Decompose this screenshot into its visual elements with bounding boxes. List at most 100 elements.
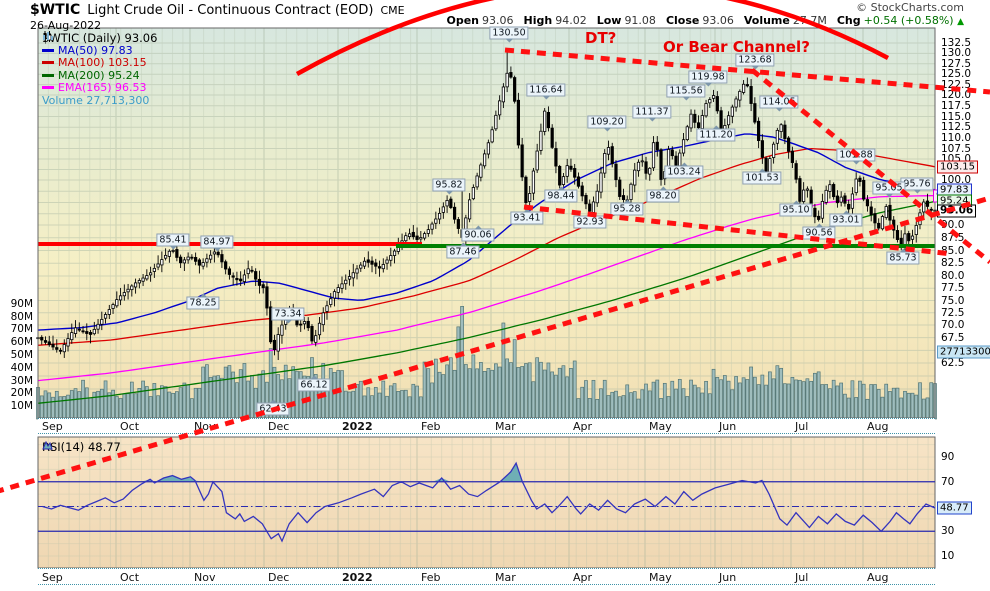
price-callout: 115.56 — [666, 84, 706, 101]
axis-value-box-ma100: 103.15 — [937, 160, 978, 174]
month-label: Jul — [795, 571, 809, 584]
month-label: Mar — [495, 571, 516, 584]
month-label: Jun — [719, 571, 737, 584]
price-callout: 92.93 — [573, 212, 607, 229]
month-label: Feb — [421, 571, 441, 584]
month-label: 2022 — [342, 420, 373, 433]
price-callout: 73.34 — [271, 307, 305, 324]
price-callout: 98.44 — [544, 186, 578, 203]
month-label: Dec — [268, 420, 290, 433]
quote-change: Chg +0.54 (+0.58%) ▲ — [836, 14, 964, 27]
month-label: Oct — [120, 420, 140, 433]
stockcharts-copyright-link[interactable]: © StockCharts.com — [856, 1, 964, 14]
month-label: Feb — [421, 420, 441, 433]
symbol: $WTIC — [30, 2, 81, 18]
price-callout: 111.37 — [632, 105, 672, 122]
legend-item: MA(50) 97.83 — [42, 44, 157, 57]
month-label: 2022 — [342, 571, 373, 584]
rsi-icon — [42, 440, 53, 450]
volume-axis-tick: 70M — [10, 323, 33, 336]
price-axis-tick: 62.5 — [941, 357, 965, 369]
price-axis-tick: 82.5 — [941, 257, 965, 270]
month-label: Sep — [42, 571, 63, 584]
price-axis-tick: 87.5 — [941, 231, 965, 244]
month-label: Nov — [194, 571, 216, 584]
quote-volume: Volume 27.7M — [743, 14, 827, 27]
month-axis-strip-bottom — [38, 568, 935, 585]
month-label: Mar — [495, 420, 516, 433]
rsi-axis-tick: 70 — [941, 475, 955, 488]
price-axis-tick: 80.0 — [941, 270, 965, 282]
ohlc-quote-row: Open 93.06 High 94.02 Low 91.08 Close 93.06 Volu… — [446, 14, 964, 27]
price-callout: 95.05 — [872, 181, 906, 198]
price-callout: 95.28 — [610, 199, 644, 216]
volume-axis-tick: 80M — [10, 310, 33, 323]
price-callout: 116.64 — [526, 83, 566, 100]
volume-icon — [43, 32, 53, 40]
price-callout: 101.53 — [742, 168, 782, 185]
axis-value-box-close: 93.06 — [937, 204, 977, 218]
annotation-dt-text: DT? — [585, 29, 617, 47]
rsi-axis-tick: 90 — [941, 451, 955, 463]
price-callout: 78.25 — [186, 293, 220, 310]
volume-axis-tick: 20M — [10, 387, 33, 400]
quote-low: Low 91.08 — [596, 14, 656, 27]
legend-item: EMA(165) 96.53 — [42, 81, 157, 94]
price-callout: 90.56 — [802, 223, 836, 240]
legend-item: MA(100) 103.15 — [42, 56, 157, 69]
price-callout: 95.82 — [432, 178, 466, 195]
price-callout: 114.05 — [759, 95, 799, 112]
price-axis-tick: 90.0 — [941, 219, 965, 231]
volume-axis-tick: 40M — [10, 361, 33, 374]
quote-high: High 94.02 — [523, 14, 587, 27]
price-callout: 85.41 — [156, 233, 190, 250]
exchange: CME — [380, 4, 405, 17]
month-label: Nov — [194, 420, 216, 433]
legend-main-label: $WTIC (Daily) 93.06 — [42, 30, 158, 45]
month-label: Apr — [573, 571, 593, 584]
volume-axis-tick: 90M — [10, 297, 33, 310]
instrument-title: Light Crude Oil - Continuous Contract (E… — [87, 3, 374, 18]
chart-date: 26-Aug-2022 — [30, 19, 102, 32]
price-callout: 85.73 — [886, 248, 920, 265]
price-axis-tick: 132.5 — [941, 37, 972, 49]
quote-close: Close 93.06 — [665, 14, 734, 27]
quote-open: Open 93.06 — [446, 14, 514, 27]
price-axis-tick: 67.5 — [941, 331, 965, 344]
rsi-legend-row: RSI(14) 48.77 — [42, 440, 121, 454]
month-label: Aug — [867, 571, 889, 584]
price-axis-tick: 75.0 — [941, 294, 965, 307]
price-axis-tick: 70.0 — [941, 319, 965, 331]
legend-item: MA(200) 95.24 — [42, 69, 157, 82]
price-callout: 119.98 — [688, 70, 728, 87]
month-label: Dec — [268, 571, 290, 584]
price-callout: 62.43 — [256, 399, 290, 416]
price-callout: 111.20 — [696, 125, 736, 142]
price-axis-tick: 72.5 — [941, 306, 965, 319]
price-callout: 109.20 — [587, 115, 627, 132]
month-label: May — [649, 571, 672, 584]
price-callout: 93.01 — [829, 210, 863, 227]
price-axis-tick: 77.5 — [941, 282, 965, 295]
month-label: Apr — [573, 420, 593, 433]
price-callout: 84.97 — [200, 235, 234, 252]
legend-main-row: $WTIC (Daily) 93.06 — [42, 30, 158, 45]
price-callout: 87.46 — [446, 242, 480, 259]
rsi-axis-tick: 30 — [941, 525, 955, 538]
month-label: Aug — [867, 420, 889, 433]
chart-header: $WTIC Light Crude Oil - Continuous Contr… — [30, 2, 405, 18]
axis-volume-box: 27713300 — [937, 345, 990, 359]
volume-axis-tick: 50M — [10, 349, 33, 361]
legend-items: MA(50) 97.83 MA(100) 103.15 MA(200) 95.24 E… — [42, 32, 157, 107]
month-label: Jun — [719, 420, 737, 433]
rsi-axis-tick: 10 — [941, 550, 955, 562]
price-callout: 66.12 — [297, 375, 331, 392]
annotation-bear-channel-text: Or Bear Channel? — [663, 38, 810, 56]
volume-axis-tick: 60M — [10, 336, 33, 349]
month-label: May — [649, 420, 672, 433]
rsi-legend-label: RSI(14) 48.77 — [42, 440, 121, 454]
chart-legend: $WTIC (Daily) 93.06 MA(50) 97.83 MA(100) … — [42, 31, 157, 107]
month-label: Oct — [120, 571, 140, 584]
price-axis-tick: 85.0 — [941, 244, 965, 257]
